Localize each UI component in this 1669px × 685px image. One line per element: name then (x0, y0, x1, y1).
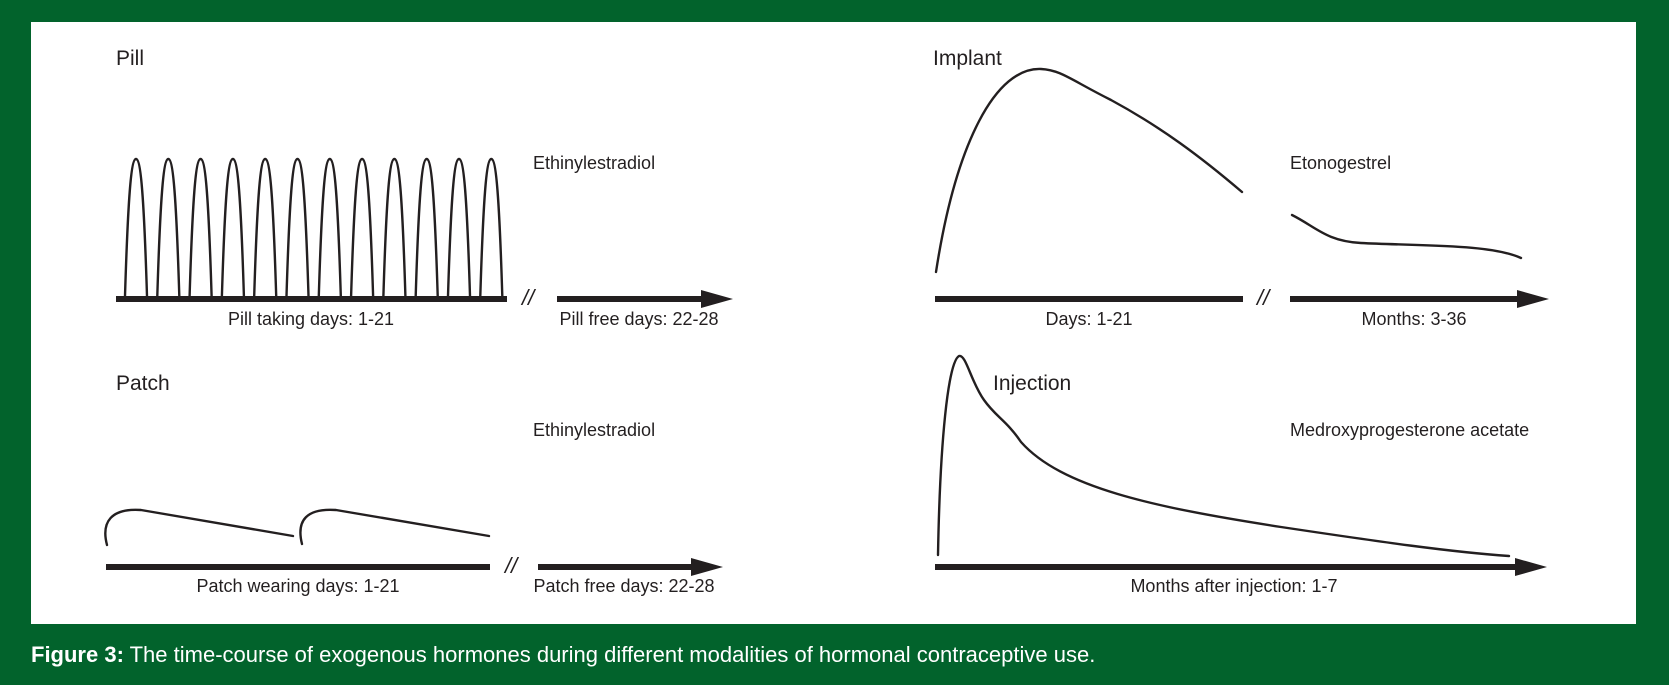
pill-axis-2-label: Pill free days: 22-28 (559, 309, 718, 329)
implant-hormone-label: Etonogestrel (1290, 153, 1391, 173)
figure-caption: Figure 3: The time-course of exogenous h… (31, 641, 1631, 669)
implant-panel: Implant Etonogestrel // Days: 1-21 Month… (933, 47, 1549, 329)
implant-axis-2-label: Months: 3-36 (1361, 309, 1466, 329)
hormone-timecourse-diagram: Pill Ethinylestradiol // Pill taking day… (104, 47, 1549, 596)
implant-curve-1 (934, 67, 1244, 274)
implant-axis-arrowhead (1517, 290, 1549, 308)
pill-hormone-label: Ethinylestradiol (533, 153, 655, 173)
patch-curve-2 (299, 508, 491, 546)
patch-axis-1-label: Patch wearing days: 1-21 (196, 576, 399, 596)
patch-axis-arrowhead (691, 558, 723, 576)
patch-panel: Patch Ethinylestradiol // Patch wearing … (104, 372, 723, 596)
pill-peak-path (123, 157, 504, 298)
pill-panel: Pill Ethinylestradiol // Pill taking day… (116, 47, 733, 329)
figure-panel: Pill Ethinylestradiol // Pill taking day… (31, 22, 1636, 624)
injection-curve (936, 354, 1511, 558)
injection-panel: Injection Medroxyprogesterone acetate Mo… (935, 354, 1547, 596)
implant-curve-2 (1290, 213, 1523, 260)
pill-axis-1-label: Pill taking days: 1-21 (228, 309, 394, 329)
patch-axis-2-label: Patch free days: 22-28 (533, 576, 714, 596)
injection-axis-label: Months after injection: 1-7 (1130, 576, 1337, 596)
figure-caption-text: The time-course of exogenous hormones du… (123, 642, 1096, 667)
pill-axis-arrowhead (701, 290, 733, 308)
patch-curve-1 (104, 508, 295, 547)
implant-title: Implant (933, 47, 1002, 70)
implant-axis-1-label: Days: 1-21 (1045, 309, 1132, 329)
pill-title: Pill (116, 47, 144, 70)
injection-axis-arrowhead (1515, 558, 1547, 576)
pill-peaks-curve (123, 157, 504, 298)
pill-break-mark: // (520, 285, 536, 310)
patch-title: Patch (116, 372, 170, 395)
figure-caption-label: Figure 3: (31, 642, 124, 667)
implant-break-mark: // (1255, 285, 1271, 310)
injection-hormone-label: Medroxyprogesterone acetate (1290, 420, 1529, 440)
injection-title: Injection (993, 372, 1071, 395)
patch-break-mark: // (503, 553, 519, 578)
patch-hormone-label: Ethinylestradiol (533, 420, 655, 440)
